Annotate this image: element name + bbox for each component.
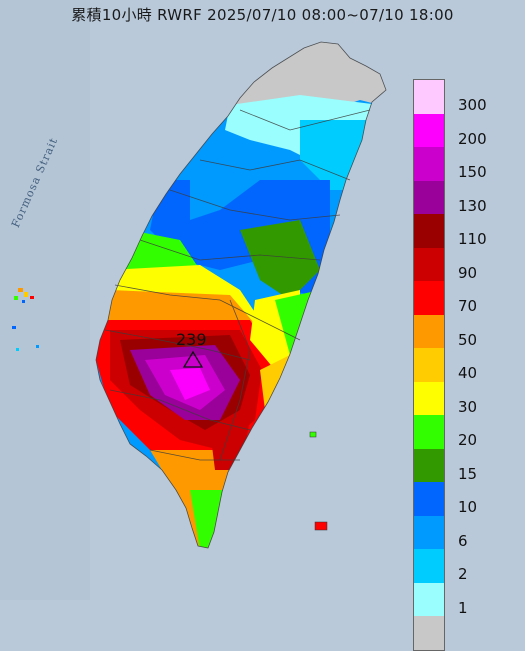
legend-swatch <box>414 80 444 114</box>
legend-swatch <box>414 482 444 516</box>
legend-label: 50 <box>458 330 478 349</box>
peak-marker-icon <box>182 350 204 368</box>
legend-swatch <box>414 147 444 181</box>
legend-label: 200 <box>458 129 487 148</box>
outlying-islands <box>12 288 328 531</box>
peak-value-label: 239 <box>176 330 207 349</box>
legend-label: 30 <box>458 397 478 416</box>
legend-label: 15 <box>458 464 478 483</box>
legend-swatch <box>414 281 444 315</box>
legend-label: 90 <box>458 263 478 282</box>
legend-label: 6 <box>458 531 468 550</box>
legend-label: 110 <box>458 230 487 248</box>
legend-label: 70 <box>458 297 478 315</box>
legend-swatch <box>414 180 444 214</box>
color-legend <box>413 79 445 651</box>
legend-swatch <box>414 415 444 449</box>
legend-label: 2 <box>458 565 468 583</box>
legend-label: 1 <box>458 598 468 617</box>
legend-swatch <box>414 582 444 616</box>
legend-swatch <box>414 113 444 147</box>
legend-swatch <box>414 348 444 382</box>
legend-swatch <box>414 214 444 248</box>
map-title: 累積10小時 RWRF 2025/07/10 08:00~07/10 18:00 <box>71 6 454 24</box>
legend-label: 20 <box>458 431 478 449</box>
rainfall-map <box>12 41 387 549</box>
county-boundaries <box>95 41 387 549</box>
legend-swatch <box>414 448 444 482</box>
legend-label: 10 <box>458 498 478 516</box>
legend-swatch <box>414 314 444 348</box>
legend-swatch <box>414 549 444 583</box>
legend-label: 300 <box>458 96 487 114</box>
legend-labels: 300 200 150 130 110 90 70 50 40 30 20 15 10 6 2 1 <box>458 79 518 617</box>
legend-swatch <box>414 515 444 549</box>
legend-label: 130 <box>458 196 487 215</box>
legend-swatch <box>414 381 444 415</box>
legend-label: 150 <box>458 163 487 181</box>
legend-swatch <box>414 247 444 281</box>
legend-swatch <box>414 616 444 650</box>
legend-label: 40 <box>458 364 478 382</box>
